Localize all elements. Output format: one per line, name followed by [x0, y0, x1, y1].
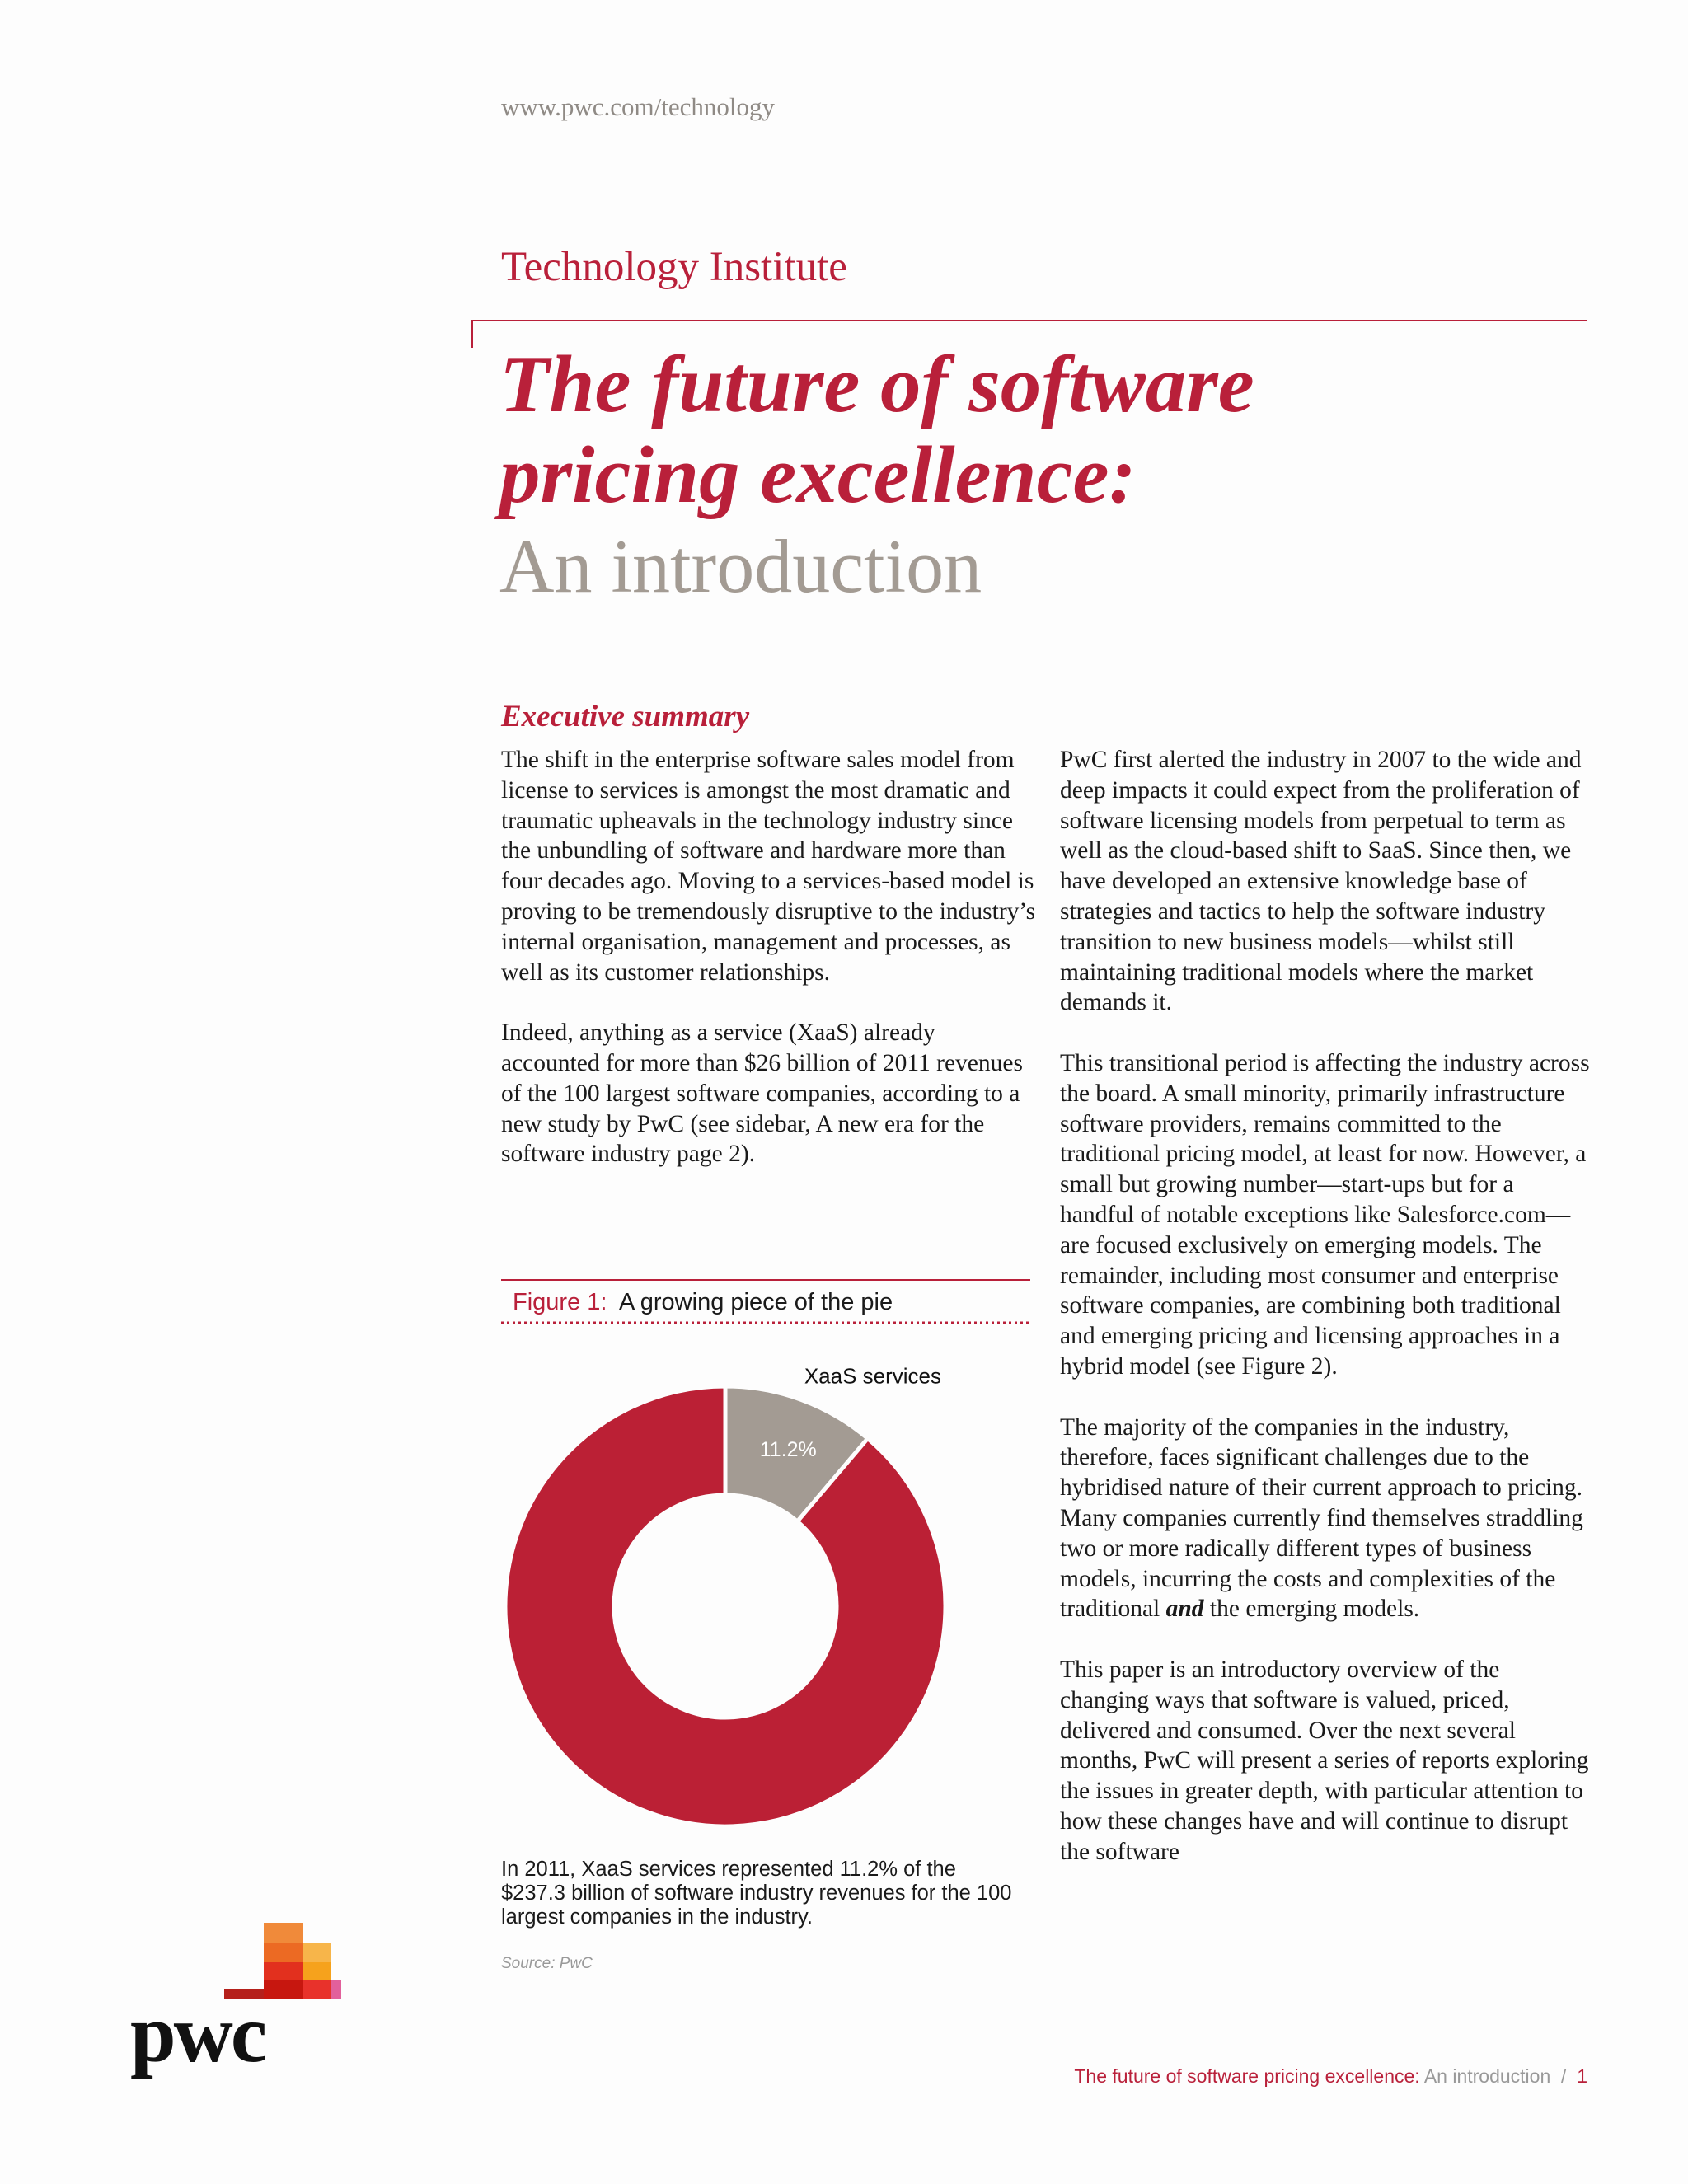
url: www.pwc.com/technology: [501, 92, 776, 121]
text: the emerging models.: [1209, 1596, 1420, 1623]
paragraph: PwC first alerted the industry in 2007 t…: [1060, 747, 1582, 1016]
figure-source: Source: PwC: [501, 1955, 593, 1972]
text: The majority of the companies in the ind…: [1060, 1413, 1583, 1623]
logo-blocks: [224, 1923, 341, 1999]
footer: The future of software pricing excellenc…: [1074, 2065, 1587, 2088]
donut-chart: 11.2% XaaS services: [503, 1363, 948, 1829]
figure-caption: In 2011, XaaS services represented 11.2%…: [501, 1858, 1012, 1929]
paragraph: The shift in the enterprise software sal…: [501, 747, 1036, 986]
figure-label: Figure 1:: [513, 1289, 607, 1315]
value-label: 11.2%: [760, 1438, 817, 1461]
paragraph: This transitional period is affecting th…: [1060, 1049, 1590, 1380]
subtitle: An introduction: [499, 524, 982, 608]
left-column: The shift in the enterprise software sal…: [501, 745, 1037, 1200]
title-line: pricing excellence:: [499, 430, 1137, 520]
emphasis: and: [1165, 1596, 1204, 1623]
paragraph: Indeed, anything as a service (XaaS) alr…: [501, 1019, 1023, 1168]
institute: Technology Institute: [501, 244, 847, 290]
logo: pwc: [130, 1988, 267, 2079]
slice: [503, 1384, 948, 1829]
figure-title: A growing piece of the pie: [618, 1289, 893, 1315]
title-line: The future of software: [499, 340, 1254, 429]
right-column: PwC first alerted the industry in 2007 t…: [1060, 745, 1594, 1897]
figure-heading: Figure 1: A growing piece of the pie: [513, 1289, 893, 1316]
page-number: 1: [1577, 2065, 1587, 2087]
section-heading: Executive summary: [501, 700, 750, 733]
paragraph: The majority of the companies in the ind…: [1060, 1413, 1594, 1625]
paragraph: This paper is an introductory overview o…: [1060, 1656, 1589, 1865]
footer-subtitle: An introduction: [1423, 2065, 1551, 2087]
footer-title: The future of software pricing excellenc…: [1074, 2065, 1420, 2087]
category-label: XaaS services: [804, 1363, 941, 1388]
footer-separator: /: [1561, 2065, 1567, 2087]
